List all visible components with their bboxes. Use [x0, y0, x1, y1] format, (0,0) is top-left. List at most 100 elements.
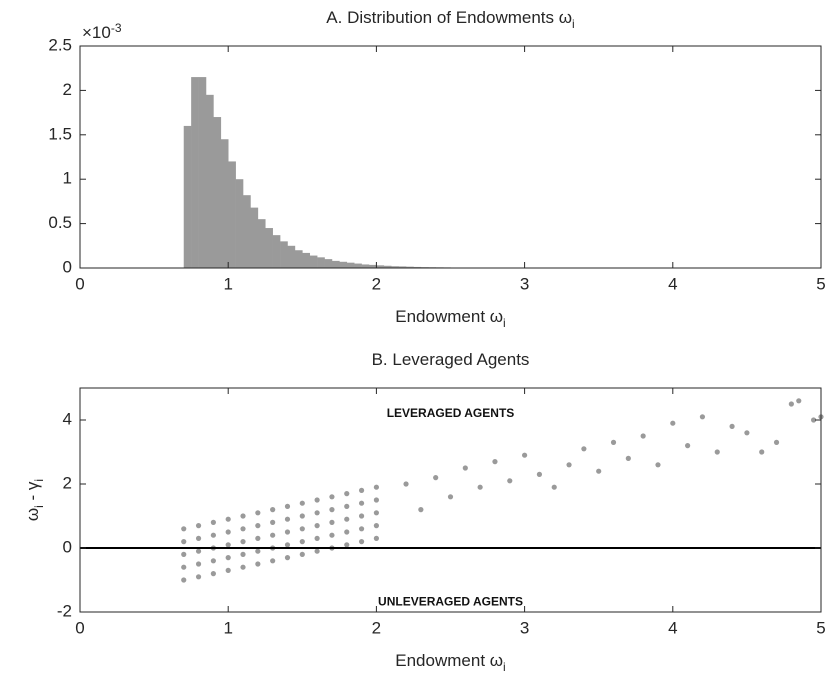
x-tick-label: 1: [223, 274, 232, 293]
x-tick-label: 2: [372, 274, 381, 293]
histogram-bar: [309, 255, 318, 268]
scatter-point: [314, 523, 320, 529]
histogram-bar: [331, 260, 340, 268]
scatter-point: [358, 487, 365, 493]
y-tick-label: 2: [63, 80, 72, 99]
x-tick-label: 0: [75, 618, 84, 637]
histogram-bar: [317, 257, 325, 268]
y-multiplier: ×10-3: [82, 21, 122, 42]
y-axis-label: ωi - γi: [23, 479, 46, 521]
axes-frame: [79, 387, 822, 613]
histogram-bar: [228, 161, 236, 268]
title-text: B. Leveraged Agents: [372, 350, 530, 369]
scatter-point: [255, 510, 261, 516]
scatter-point: [270, 507, 276, 513]
chart-title: B. Leveraged Agents: [372, 350, 530, 369]
scatter-point: [344, 516, 350, 522]
scatter-point: [195, 574, 202, 580]
scatter-point: [225, 542, 231, 548]
histogram-bar: [213, 117, 222, 268]
scatter-point: [373, 497, 379, 503]
scatter-point: [685, 443, 691, 449]
scatter-point: [358, 513, 365, 519]
scatter-point: [195, 548, 202, 554]
scatter-point: [255, 523, 261, 529]
scatter-point: [299, 513, 305, 519]
scatter-point: [522, 452, 528, 458]
histogram-bar: [280, 241, 288, 268]
histogram-bar: [324, 259, 333, 268]
scatter-point: [240, 551, 246, 558]
scatter-point: [610, 439, 617, 445]
x-tick-label: 3: [520, 618, 529, 637]
scatter-point: [655, 462, 661, 468]
histogram-bar: [294, 250, 303, 268]
scatter-point: [255, 535, 261, 542]
scatter-point: [433, 475, 439, 481]
scatter-point: [373, 484, 379, 490]
scatter-point: [447, 494, 454, 500]
scatter-point: [810, 417, 817, 423]
x-tick-label: 2: [372, 618, 381, 637]
scatter-point: [699, 414, 706, 420]
y-label-subscript: i: [32, 505, 46, 508]
x-tick-label: 5: [816, 274, 825, 293]
scatter-point: [299, 539, 305, 545]
scatter-point: [729, 423, 735, 429]
histogram-bar: [383, 265, 392, 268]
histogram-bar: [413, 266, 422, 268]
scatter-point: [225, 567, 231, 574]
scatter-point: [210, 532, 216, 538]
x-tick-label: 1: [223, 618, 232, 637]
scatter-point: [299, 526, 305, 532]
scatter-point: [796, 398, 802, 404]
histogram-bar: [406, 266, 414, 268]
scatter-point: [255, 561, 261, 567]
scatter-point: [373, 523, 379, 529]
axes: LEVERAGED AGENTS UNLEVERAGED AGENTS 0 1 2 3 4 5…: [23, 350, 825, 674]
scatter-point: [299, 551, 305, 558]
scatter-point: [181, 577, 187, 583]
histogram-bar: [191, 77, 199, 268]
x-tick-label: 5: [816, 618, 825, 637]
histogram-bar: [346, 262, 355, 268]
scatter-point: [284, 516, 291, 522]
scatter-point: [329, 519, 335, 526]
y-tick-label: 1: [63, 169, 72, 188]
scatter-point: [240, 539, 246, 545]
histogram-bar: [183, 125, 192, 268]
scatter-point: [225, 516, 231, 522]
scatter-point: [284, 503, 291, 509]
scatter-point: [314, 510, 320, 516]
scatter-point: [596, 468, 602, 474]
scatter-point: [759, 449, 765, 455]
scatter-point: [344, 491, 350, 497]
annotation: UNLEVERAGED AGENTS: [378, 595, 523, 609]
histogram-bar: [376, 265, 385, 268]
y-tick-label: -2: [57, 601, 72, 620]
scatter-point: [225, 529, 231, 535]
x-label-text: Endowment ω: [395, 651, 503, 670]
histogram-bar: [257, 219, 266, 268]
y-tick-label: 0: [63, 257, 72, 276]
y-tick-label: 4: [63, 409, 72, 428]
histogram-bar: [368, 264, 377, 268]
histogram-bar: [198, 77, 207, 268]
histogram-bar: [398, 266, 407, 268]
x-axis-label: Endowment ωi: [395, 651, 505, 674]
y-label-subscript: i: [32, 479, 46, 482]
scatter-point: [210, 558, 216, 564]
scatter-point: [195, 561, 202, 567]
scatter-point: [358, 539, 365, 545]
histogram-bar: [354, 263, 362, 268]
histogram-bar: [272, 235, 281, 268]
axes: 0 1 2 3 4 5 0 0.5 1 1.5 2 2.5 A. Distribution of End…: [48, 8, 825, 330]
y-label-text: - γ: [23, 481, 42, 505]
scatter-point: [714, 449, 720, 455]
scatter-point: [640, 433, 646, 439]
histogram-bar: [361, 264, 370, 268]
scatter-point: [195, 523, 202, 529]
scatter-point: [536, 471, 543, 477]
scatter-point: [373, 510, 379, 516]
y-tick-label: 2.5: [48, 35, 72, 54]
